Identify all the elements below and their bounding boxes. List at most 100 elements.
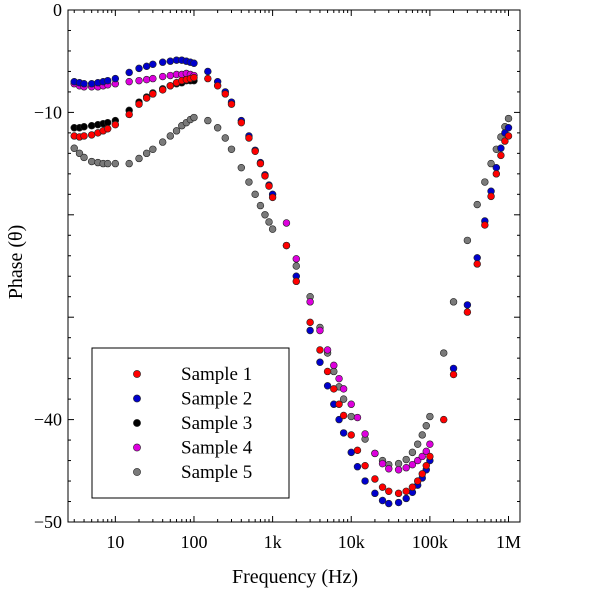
data-point-sample-1	[237, 118, 246, 127]
x-tick-label: 100	[180, 532, 207, 552]
data-point-sample-5	[221, 134, 229, 142]
data-point-sample-4	[426, 440, 434, 448]
y-tick-label: −10	[34, 102, 62, 122]
data-point-sample-1	[487, 192, 495, 201]
data-point-sample-2	[104, 76, 112, 85]
data-point-sample-2	[394, 498, 403, 507]
data-point-sample-1	[330, 385, 338, 393]
data-point-sample-5	[227, 145, 236, 153]
data-point-sample-2	[378, 496, 387, 505]
data-point-sample-2	[463, 301, 472, 309]
data-point-sample-5	[251, 190, 259, 199]
data-point-sample-4	[385, 465, 393, 473]
data-point-sample-2	[80, 80, 88, 88]
data-point-sample-2	[504, 124, 513, 132]
data-point-sample-5	[125, 159, 133, 168]
data-point-sample-1	[261, 172, 269, 180]
data-point-sample-1	[111, 120, 120, 129]
y-tick-label: −50	[34, 512, 62, 532]
data-point-sample-2	[149, 60, 157, 68]
data-point-sample-5	[87, 157, 96, 166]
data-point-sample-1	[227, 100, 236, 108]
data-point-sample-4	[402, 464, 410, 472]
data-point-sample-1	[268, 193, 277, 202]
data-point-sample-4	[371, 449, 379, 458]
data-point-sample-1	[408, 483, 417, 491]
data-point-sample-2	[339, 429, 348, 437]
data-point-sample-5	[339, 395, 348, 403]
data-point-sample-5	[261, 211, 269, 219]
data-point-sample-2	[204, 67, 212, 76]
data-point-sample-1	[158, 86, 167, 94]
data-point-sample-5	[347, 412, 355, 421]
data-point-sample-1	[497, 151, 505, 160]
data-point-sample-5	[245, 178, 253, 186]
data-point-sample-1	[418, 470, 426, 478]
data-point-sample-2	[306, 326, 314, 335]
data-point-sample-1	[125, 110, 133, 119]
data-point-sample-4	[413, 456, 422, 465]
legend-marker	[133, 370, 141, 378]
data-point-sample-1	[316, 346, 324, 354]
data-point-sample-5	[158, 138, 167, 146]
data-point-sample-1	[251, 147, 259, 156]
data-point-sample-1	[190, 73, 198, 82]
data-point-sample-4	[166, 71, 175, 80]
data-point-sample-1	[335, 400, 343, 408]
data-point-sample-4	[347, 400, 355, 408]
data-point-sample-5	[149, 145, 157, 153]
data-point-sample-4	[306, 298, 314, 306]
data-point-sample-1	[142, 94, 151, 102]
data-point-sample-1	[347, 431, 355, 439]
data-point-sample-2	[371, 489, 379, 498]
data-point-sample-1	[422, 461, 430, 470]
data-point-sample-4	[408, 460, 417, 469]
data-point-sample-1	[353, 446, 362, 455]
legend-label: Sample 2	[181, 389, 252, 410]
data-point-sample-4	[361, 430, 369, 438]
data-point-sample-5	[330, 367, 338, 376]
data-point-sample-2	[402, 494, 410, 503]
data-point-sample-2	[158, 58, 167, 66]
data-point-sample-1	[265, 182, 273, 190]
plot-frame	[67, 9, 521, 523]
data-point-sample-5	[104, 159, 112, 168]
data-point-sample-1	[394, 489, 403, 498]
data-point-sample-5	[142, 149, 151, 158]
points-layer	[70, 56, 513, 508]
y-tick-label: 0	[53, 0, 62, 20]
legend-marker	[133, 443, 141, 452]
data-point-sample-4	[282, 219, 291, 227]
data-point-sample-5	[135, 154, 143, 163]
data-point-sample-5	[463, 236, 472, 245]
data-point-sample-1	[361, 461, 369, 470]
data-point-sample-3	[80, 123, 88, 131]
data-point-sample-1	[282, 241, 291, 250]
data-point-sample-5	[75, 149, 84, 158]
data-point-sample-1	[204, 74, 212, 83]
data-point-sample-3	[104, 118, 112, 127]
data-point-sample-5	[394, 459, 403, 468]
data-point-sample-4	[323, 346, 332, 354]
data-point-sample-4	[339, 385, 348, 393]
data-point-sample-5	[237, 163, 246, 172]
data-point-sample-1	[306, 318, 314, 327]
data-point-sample-5	[204, 116, 212, 125]
legend: Sample 1 Sample 2 Sample 3 Sample 4 Sample 5	[91, 347, 290, 499]
legend-label: Sample 4	[181, 438, 253, 459]
data-point-sample-5	[292, 262, 300, 270]
data-point-sample-5	[80, 153, 88, 162]
data-point-sample-2	[385, 499, 393, 508]
data-point-sample-2	[125, 68, 133, 77]
data-point-sample-2	[323, 382, 332, 390]
data-point-sample-1	[501, 137, 509, 145]
data-point-sample-5	[504, 114, 513, 123]
data-point-sample-5	[166, 132, 175, 140]
data-point-sample-5	[440, 349, 448, 357]
data-point-sample-1	[149, 90, 157, 98]
data-point-sample-5	[426, 412, 434, 421]
data-point-sample-4	[142, 75, 151, 84]
data-point-sample-1	[463, 308, 472, 316]
